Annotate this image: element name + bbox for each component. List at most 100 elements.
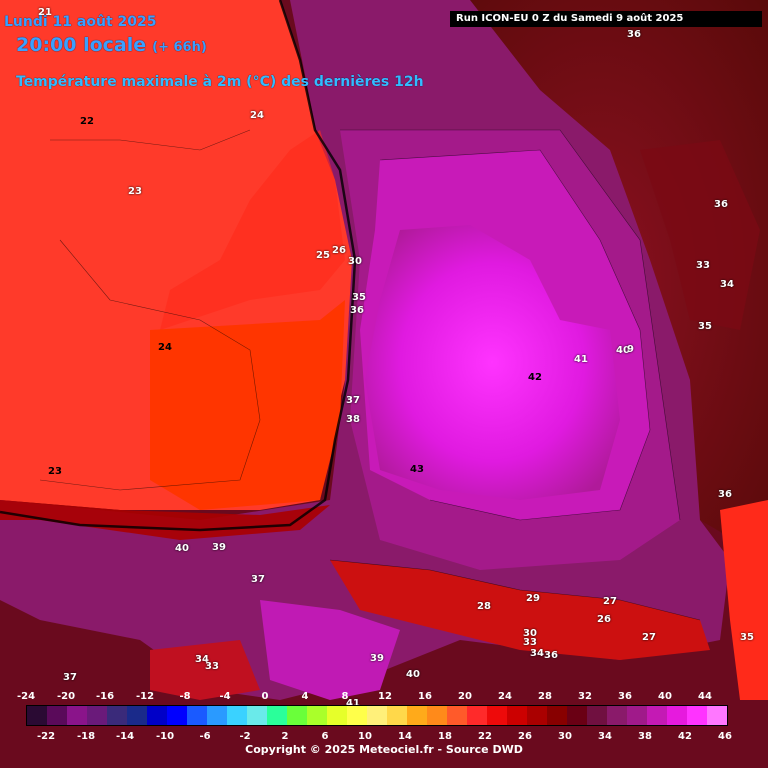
legend-swatch	[547, 706, 567, 725]
legend-top-ticks: -24 -20 -16 -12 -8 -4 0 4 8 12 16 20 24 …	[0, 691, 768, 703]
map-label: 25	[316, 250, 330, 261]
map-label: 37	[346, 395, 360, 406]
map-label: 21	[38, 7, 52, 18]
map-label: 24	[158, 342, 172, 353]
map-label: 37	[251, 574, 265, 585]
legend-tick: 38	[638, 731, 652, 742]
map-label: 40	[406, 669, 420, 680]
map-label: 36	[718, 489, 732, 500]
legend-tick: 34	[598, 731, 612, 742]
legend-swatch	[267, 706, 287, 725]
map-label: 30	[348, 256, 362, 267]
legend-tick: 46	[718, 731, 732, 742]
legend-swatch	[507, 706, 527, 725]
legend-swatch	[387, 706, 407, 725]
legend-tick: 10	[358, 731, 372, 742]
map-label: 35	[740, 632, 754, 643]
legend-swatch	[247, 706, 267, 725]
map-label: 37	[63, 672, 77, 683]
map-label: 34	[530, 648, 544, 659]
legend-tick: 24	[498, 691, 512, 702]
map-label: 30	[523, 628, 537, 639]
legend-tick: -14	[115, 731, 135, 742]
legend-swatch	[367, 706, 387, 725]
legend-tick: 12	[378, 691, 392, 702]
legend-bottom-ticks: -22 -18 -14 -10 -6 -2 2 6 10 14 18 22 26…	[0, 731, 768, 743]
forecast-date: Lundi 11 août 2025	[4, 14, 157, 30]
map-label: 23	[48, 466, 62, 477]
map-label: 36	[350, 305, 364, 316]
legend-swatch	[647, 706, 667, 725]
legend-swatch	[607, 706, 627, 725]
legend-tick: -24	[16, 691, 36, 702]
legend-swatch	[127, 706, 147, 725]
legend-color-bar	[26, 705, 728, 726]
legend-swatch	[67, 706, 87, 725]
legend-tick: -10	[155, 731, 175, 742]
legend-swatch	[567, 706, 587, 725]
legend-tick: 36	[618, 691, 632, 702]
legend-swatch	[667, 706, 687, 725]
legend-tick: -2	[239, 731, 251, 742]
legend-tick: -8	[179, 691, 191, 702]
legend-tick: 32	[578, 691, 592, 702]
legend-tick: 22	[478, 731, 492, 742]
legend-swatch	[627, 706, 647, 725]
map-label: 39	[370, 653, 384, 664]
map-label: 36	[627, 29, 641, 40]
legend-tick: 16	[418, 691, 432, 702]
legend-swatch	[527, 706, 547, 725]
legend-tick: 20	[458, 691, 472, 702]
map-label: 22	[80, 116, 94, 127]
map-label: 36	[544, 650, 558, 661]
legend-tick: 0	[261, 691, 269, 702]
legend-swatch	[427, 706, 447, 725]
legend-swatch	[407, 706, 427, 725]
map-label: 34	[195, 654, 209, 665]
map-label: 35	[352, 292, 366, 303]
legend-swatch	[167, 706, 187, 725]
map-label: 23	[128, 186, 142, 197]
legend-tick: -22	[36, 731, 56, 742]
map-label: 35	[698, 321, 712, 332]
legend-tick: 28	[538, 691, 552, 702]
legend-tick: 14	[398, 731, 412, 742]
map-label: 43	[410, 464, 424, 475]
legend-swatch	[327, 706, 347, 725]
map-label: 24	[250, 110, 264, 121]
map-label: 28	[477, 601, 491, 612]
map-label: 34	[720, 279, 734, 290]
legend-swatch	[287, 706, 307, 725]
legend-tick: 42	[678, 731, 692, 742]
map-label: 27	[603, 596, 617, 607]
legend-swatch	[467, 706, 487, 725]
map-label: 33	[205, 661, 219, 672]
legend-swatch	[447, 706, 467, 725]
map-label: 33	[696, 260, 710, 271]
map-label: 40	[175, 543, 189, 554]
map-label: 9	[627, 344, 634, 355]
map-label: 39	[212, 542, 226, 553]
forecast-lead: (+ 66h)	[152, 40, 207, 55]
map-label: 42	[528, 372, 542, 383]
legend-tick: 8	[341, 691, 349, 702]
copyright: Copyright © 2025 Meteociel.fr - Source D…	[245, 743, 523, 756]
legend-tick: 26	[518, 731, 532, 742]
map-label: 29	[526, 593, 540, 604]
legend-tick: 30	[558, 731, 572, 742]
map-label: 36	[714, 199, 728, 210]
legend-swatch	[27, 706, 47, 725]
legend-swatch	[587, 706, 607, 725]
legend-swatch	[347, 706, 367, 725]
map-label: 38	[346, 414, 360, 425]
forecast-time: 20:00 locale (+ 66h)	[16, 34, 207, 56]
legend-swatch	[207, 706, 227, 725]
map-label: 41	[346, 698, 360, 709]
legend-swatch	[107, 706, 127, 725]
forecast-time-text: 20:00 locale	[16, 34, 147, 56]
legend-swatch	[487, 706, 507, 725]
legend-tick: -12	[135, 691, 155, 702]
legend-tick: -20	[56, 691, 76, 702]
legend-swatch	[227, 706, 247, 725]
